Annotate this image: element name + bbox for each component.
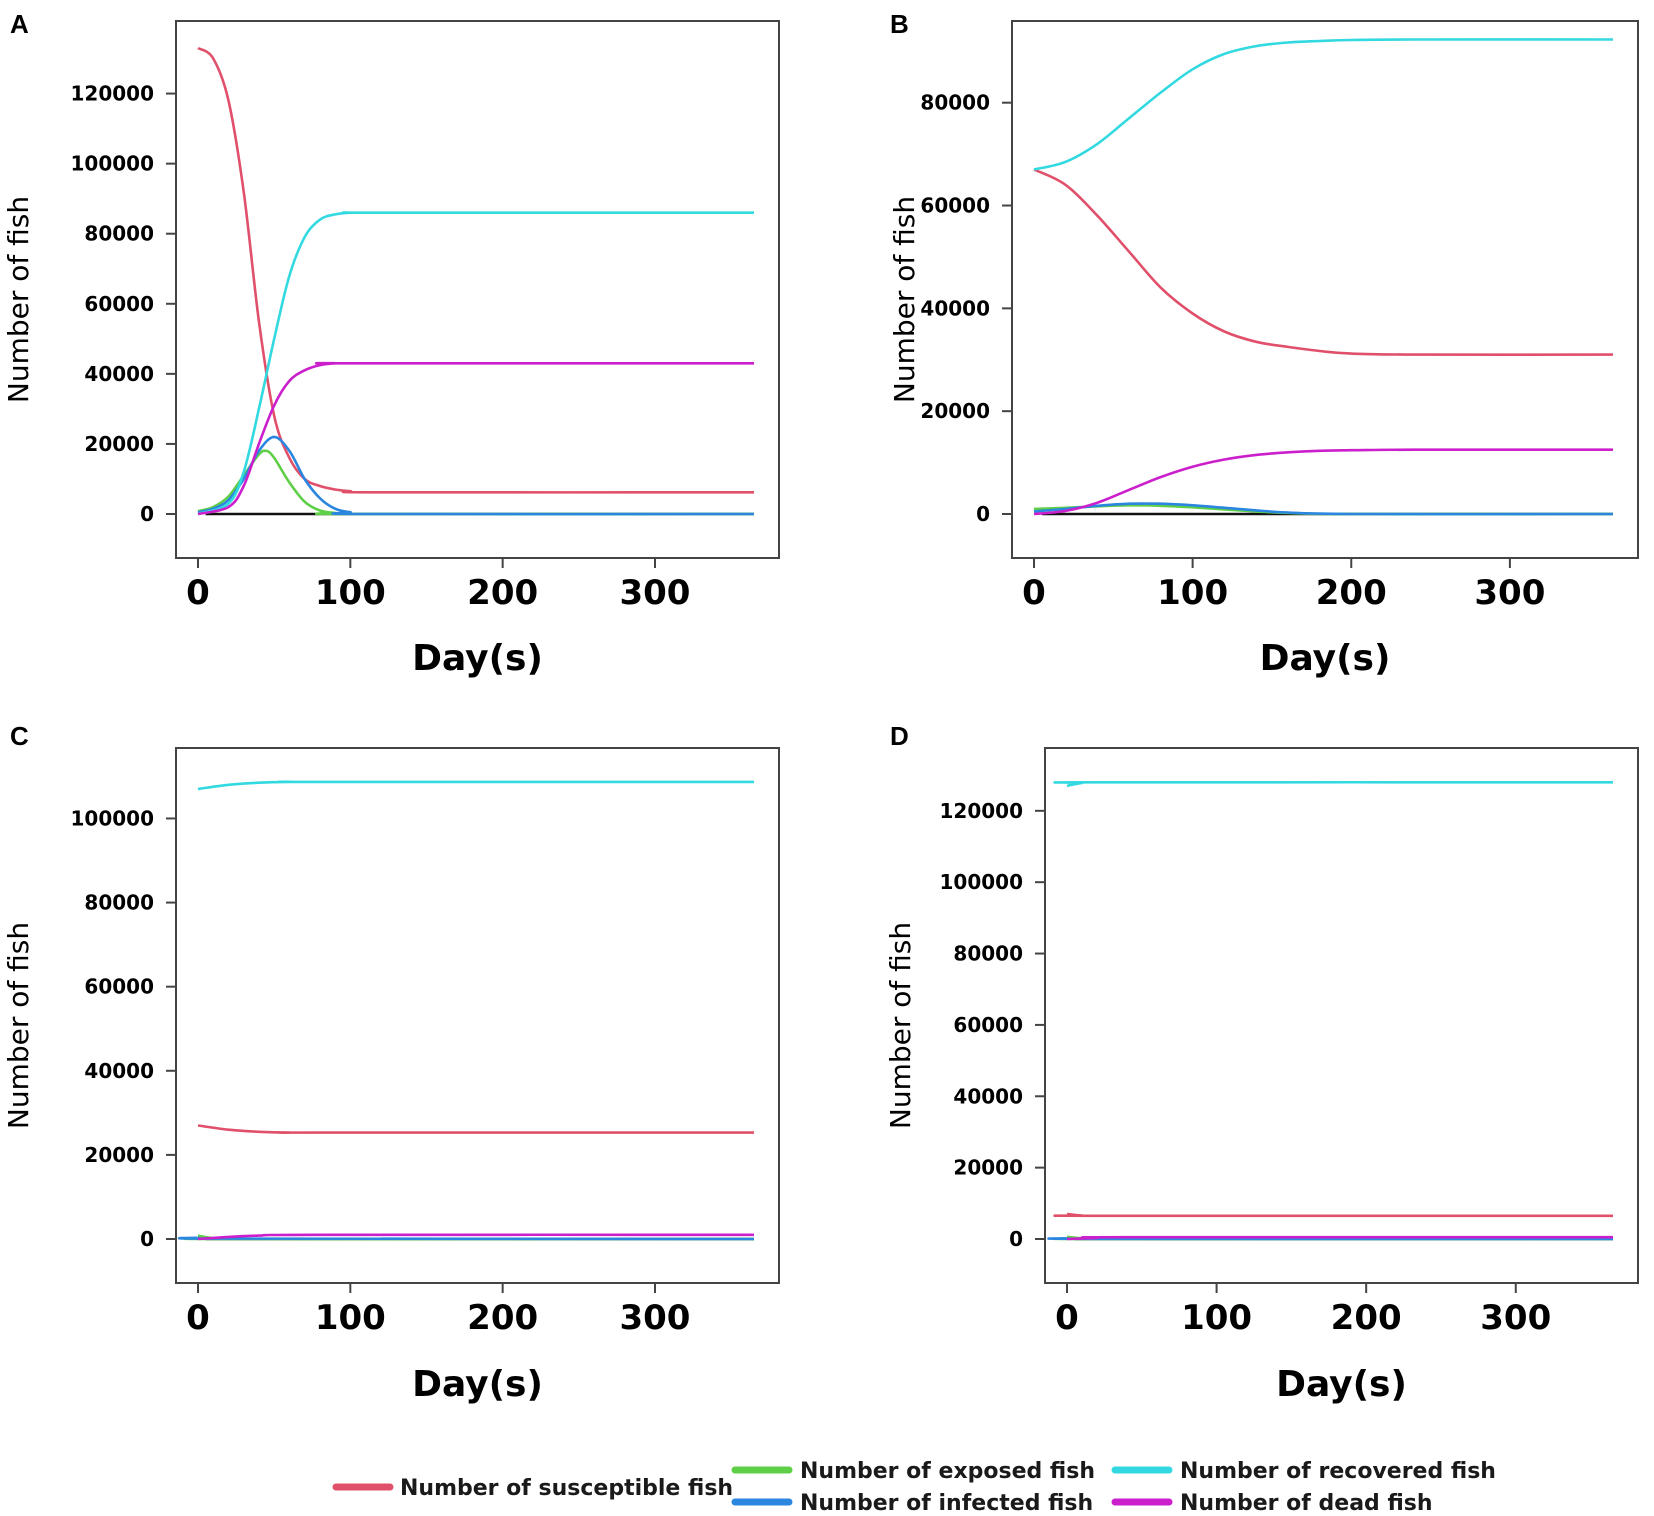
y-tick-label: 40000 — [84, 362, 154, 386]
series-line-infected — [197, 435, 755, 516]
x-tick-label: 200 — [467, 573, 538, 613]
series-line-infected — [178, 1236, 755, 1241]
plot-frame — [1011, 20, 1639, 559]
x-tick-label: 0 — [1022, 573, 1046, 613]
x-tick-label: 100 — [1181, 1298, 1252, 1338]
y-tick-label: 20000 — [84, 1143, 154, 1167]
panel-a: A 0 20000 40000 60000 80000 100000 120000 0 100 20… — [2, 9, 780, 679]
series-line-susceptible — [1053, 1212, 1614, 1218]
panel-letter: D — [890, 721, 909, 751]
y-axis-label: Number of fish — [888, 196, 921, 403]
y-tick-label: 40000 — [920, 296, 990, 320]
legend-item-recovered: Number of recovered fish — [1111, 1459, 1496, 1484]
plot-frame — [175, 747, 780, 1284]
y-tick-label: 60000 — [920, 194, 990, 218]
x-tick-label: 0 — [186, 573, 210, 613]
legend-item-infected: Number of infected fish — [731, 1491, 1093, 1516]
legend-item-exposed: Number of exposed fish — [731, 1459, 1095, 1484]
x-tick-label: 100 — [315, 1298, 386, 1338]
series-line-dead — [1066, 1235, 1614, 1241]
panel-b: B 0 20000 40000 60000 80000 0 100 200 300 Day(s) Nu… — [888, 9, 1639, 679]
y-tick-label: 0 — [140, 1227, 154, 1251]
x-tick-label: 300 — [1480, 1298, 1551, 1338]
legend-item-susceptible: Number of susceptible fish — [332, 1476, 733, 1501]
x-axis-label: Day(s) — [1260, 638, 1391, 679]
legend-label: Number of dead fish — [1180, 1491, 1433, 1516]
y-axis-label: Number of fish — [884, 922, 917, 1129]
legend: Number of susceptible fish Number of expo… — [332, 1459, 1496, 1516]
y-tick-label: 0 — [1009, 1227, 1023, 1251]
legend-label: Number of exposed fish — [800, 1459, 1095, 1484]
x-tick-label: 0 — [1055, 1298, 1079, 1338]
series-line-recovered — [197, 780, 754, 791]
series-line-dead — [1033, 448, 1614, 516]
panel-letter: C — [10, 721, 29, 751]
y-tick-label: 100000 — [71, 806, 155, 830]
series-line-recovered — [197, 211, 754, 516]
y-tick-label: 100000 — [940, 870, 1024, 894]
series-line-susceptible — [1033, 168, 1614, 356]
panel-d: D 0 20000 40000 60000 80000 100000 120000 0 100 20… — [884, 721, 1639, 1405]
x-axis-label: Day(s) — [412, 638, 543, 679]
x-tick-label: 300 — [1474, 573, 1545, 613]
series-line-susceptible — [197, 1124, 754, 1134]
y-tick-label: 20000 — [953, 1156, 1023, 1180]
y-tick-label: 60000 — [84, 975, 154, 999]
x-tick-label: 300 — [619, 573, 690, 613]
y-axis-label: Number of fish — [2, 922, 35, 1129]
x-tick-label: 200 — [1331, 1298, 1402, 1338]
series-line-recovered — [1033, 38, 1614, 171]
legend-label: Number of recovered fish — [1180, 1459, 1496, 1484]
y-tick-label: 100000 — [71, 152, 155, 176]
y-tick-label: 60000 — [84, 292, 154, 316]
legend-label: Number of susceptible fish — [400, 1476, 733, 1501]
x-axis-label: Day(s) — [1276, 1364, 1407, 1405]
y-tick-label: 80000 — [953, 942, 1023, 966]
x-axis-label: Day(s) — [412, 1364, 543, 1405]
series-line-infected — [1047, 1237, 1614, 1241]
y-tick-label: 40000 — [84, 1059, 154, 1083]
panel-letter: A — [10, 9, 29, 39]
x-tick-label: 200 — [1316, 573, 1387, 613]
y-tick-label: 120000 — [940, 799, 1024, 823]
y-axis-label: Number of fish — [2, 196, 35, 403]
series-line-dead — [197, 361, 754, 516]
y-tick-label: 0 — [976, 502, 990, 526]
y-tick-label: 40000 — [953, 1084, 1023, 1108]
y-tick-label: 80000 — [84, 891, 154, 915]
y-tick-label: 80000 — [920, 91, 990, 115]
y-tick-label: 20000 — [920, 399, 990, 423]
plot-frame — [175, 20, 780, 559]
x-tick-label: 100 — [315, 573, 386, 613]
panel-c: C 0 20000 40000 60000 80000 100000 0 100 200 300 Da… — [2, 721, 780, 1405]
series-line-dead — [197, 1233, 755, 1241]
y-tick-label: 20000 — [84, 432, 154, 456]
y-tick-label: 120000 — [71, 82, 155, 106]
y-tick-label: 0 — [140, 502, 154, 526]
y-tick-label: 60000 — [953, 1013, 1023, 1037]
legend-item-dead: Number of dead fish — [1111, 1491, 1433, 1516]
x-tick-label: 100 — [1157, 573, 1228, 613]
series-line-exposed — [197, 449, 755, 516]
panel-letter: B — [890, 9, 909, 39]
series-line-recovered — [1053, 780, 1614, 788]
x-tick-label: 200 — [467, 1298, 538, 1338]
series-line-susceptible — [197, 46, 755, 494]
y-tick-label: 80000 — [84, 222, 154, 246]
x-tick-label: 0 — [186, 1298, 210, 1338]
x-tick-label: 300 — [619, 1298, 690, 1338]
legend-label: Number of infected fish — [800, 1491, 1093, 1516]
series-line-infected — [1033, 502, 1614, 516]
plot-frame — [1044, 747, 1639, 1284]
